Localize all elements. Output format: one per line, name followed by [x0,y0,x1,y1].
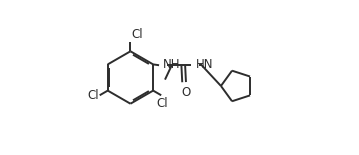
Text: O: O [182,86,191,99]
Text: NH: NH [163,58,181,71]
Text: Cl: Cl [87,89,99,102]
Text: Cl: Cl [156,97,168,110]
Text: Cl: Cl [131,28,143,41]
Text: HN: HN [195,58,213,71]
